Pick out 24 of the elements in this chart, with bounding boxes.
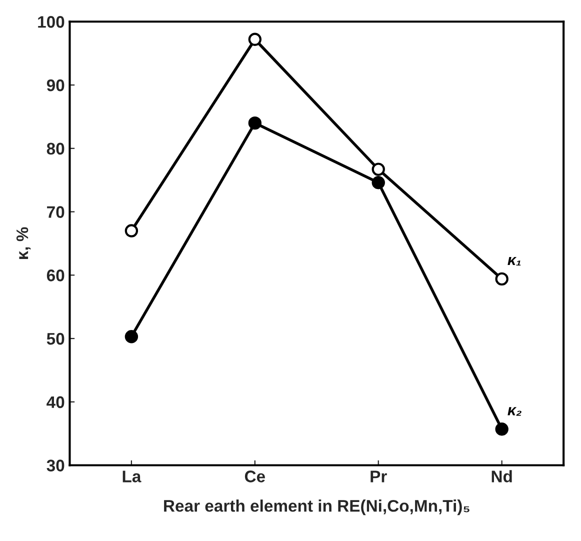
point — [124, 330, 138, 344]
y-tick-label: 90 — [46, 79, 64, 92]
point — [495, 422, 508, 436]
point — [124, 224, 138, 238]
series-label: κ₂ — [508, 407, 522, 416]
x-tick-label: La — [122, 470, 142, 482]
point — [372, 176, 385, 190]
x-tick-label: Pr — [370, 470, 387, 482]
x-tick-label: Nd — [492, 470, 512, 482]
y-tick-label: 50 — [46, 332, 64, 345]
point — [372, 162, 385, 176]
y-tick-label: 100 — [38, 16, 64, 28]
y-tick-label: 60 — [46, 270, 64, 282]
point — [495, 272, 508, 286]
x-tick-label: Ce — [244, 470, 265, 482]
y-axis-title: κ, % — [16, 227, 31, 259]
x-axis-title: Rear earth element in RE(Ni,Co,Mn,Ti)₅ — [164, 500, 470, 516]
y-tick-label: 40 — [46, 396, 64, 408]
y-tick-label: 80 — [46, 142, 64, 155]
y-tick-label: 30 — [46, 460, 64, 472]
point — [248, 32, 262, 46]
series-label: κ₁ — [508, 256, 521, 266]
point — [248, 116, 262, 130]
y-tick-label: 70 — [47, 206, 64, 218]
